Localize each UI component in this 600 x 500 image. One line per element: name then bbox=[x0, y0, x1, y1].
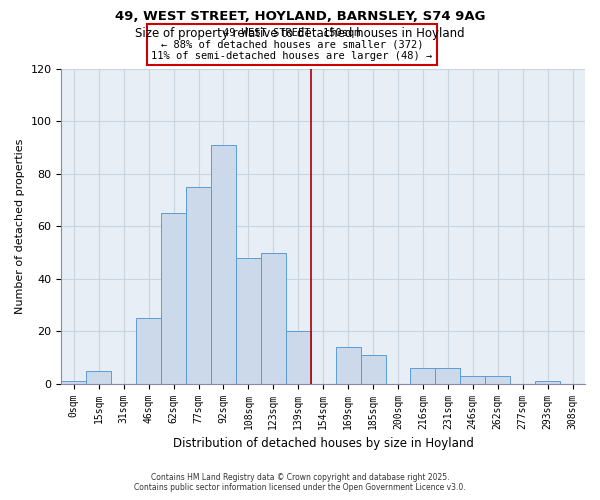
Bar bbox=[186, 187, 211, 384]
Bar bbox=[61, 381, 86, 384]
Bar bbox=[335, 347, 361, 384]
Y-axis label: Number of detached properties: Number of detached properties bbox=[15, 138, 25, 314]
Text: Contains HM Land Registry data © Crown copyright and database right 2025.
Contai: Contains HM Land Registry data © Crown c… bbox=[134, 473, 466, 492]
Bar bbox=[211, 145, 236, 384]
Bar bbox=[236, 258, 261, 384]
Bar bbox=[286, 331, 311, 384]
Bar bbox=[485, 376, 510, 384]
X-axis label: Distribution of detached houses by size in Hoyland: Distribution of detached houses by size … bbox=[173, 437, 473, 450]
Text: 49 WEST STREET: 150sqm
← 88% of detached houses are smaller (372)
11% of semi-de: 49 WEST STREET: 150sqm ← 88% of detached… bbox=[151, 28, 433, 62]
Text: Size of property relative to detached houses in Hoyland: Size of property relative to detached ho… bbox=[135, 28, 465, 40]
Bar bbox=[161, 213, 186, 384]
Bar bbox=[535, 381, 560, 384]
Text: 49, WEST STREET, HOYLAND, BARNSLEY, S74 9AG: 49, WEST STREET, HOYLAND, BARNSLEY, S74 … bbox=[115, 10, 485, 23]
Bar bbox=[261, 252, 286, 384]
Bar bbox=[86, 370, 111, 384]
Bar bbox=[410, 368, 436, 384]
Bar bbox=[460, 376, 485, 384]
Bar bbox=[136, 318, 161, 384]
Bar bbox=[436, 368, 460, 384]
Bar bbox=[361, 355, 386, 384]
